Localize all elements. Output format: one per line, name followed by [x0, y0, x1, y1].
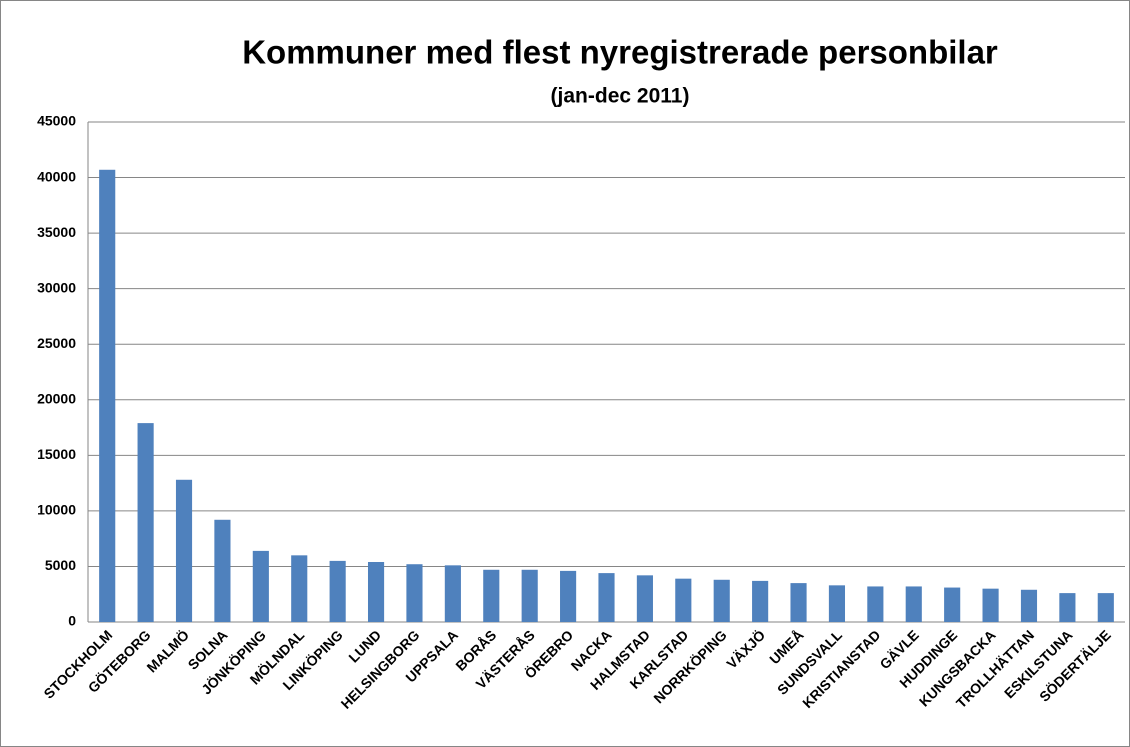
bar [291, 555, 308, 622]
bar [982, 588, 999, 622]
y-tick-label: 0 [68, 613, 76, 629]
bar [175, 479, 193, 622]
bar [560, 570, 577, 622]
bar [483, 569, 500, 622]
bar [905, 586, 922, 622]
bar [828, 585, 846, 622]
bar [675, 578, 692, 622]
y-tick-label: 45000 [37, 113, 76, 129]
y-tick-label: 20000 [37, 390, 76, 406]
bar [944, 587, 961, 622]
bar [329, 560, 346, 622]
bar [406, 564, 423, 622]
bar [752, 580, 769, 622]
chart-title: Kommuner med flest nyregistrerade person… [242, 34, 998, 71]
bar [867, 586, 884, 622]
bar [790, 583, 807, 622]
bar [252, 550, 269, 622]
bar [137, 423, 154, 622]
y-tick-label: 15000 [37, 446, 76, 462]
y-tick-label: 35000 [37, 224, 76, 240]
bar [1097, 593, 1114, 622]
bar [444, 565, 461, 622]
bar [713, 579, 730, 622]
bar [1020, 589, 1038, 622]
bar [598, 573, 615, 622]
y-tick-label: 40000 [37, 168, 76, 184]
bar [1059, 593, 1076, 622]
chart-subtitle: (jan-dec 2011) [551, 85, 690, 108]
y-tick-label: 5000 [45, 557, 76, 573]
bar [521, 569, 538, 622]
bar [367, 562, 385, 622]
y-tick-label: 30000 [37, 279, 76, 295]
bar [636, 575, 653, 622]
bar [99, 169, 116, 622]
y-tick-label: 25000 [37, 335, 76, 351]
y-tick-label: 10000 [37, 502, 76, 518]
bar [214, 519, 231, 622]
